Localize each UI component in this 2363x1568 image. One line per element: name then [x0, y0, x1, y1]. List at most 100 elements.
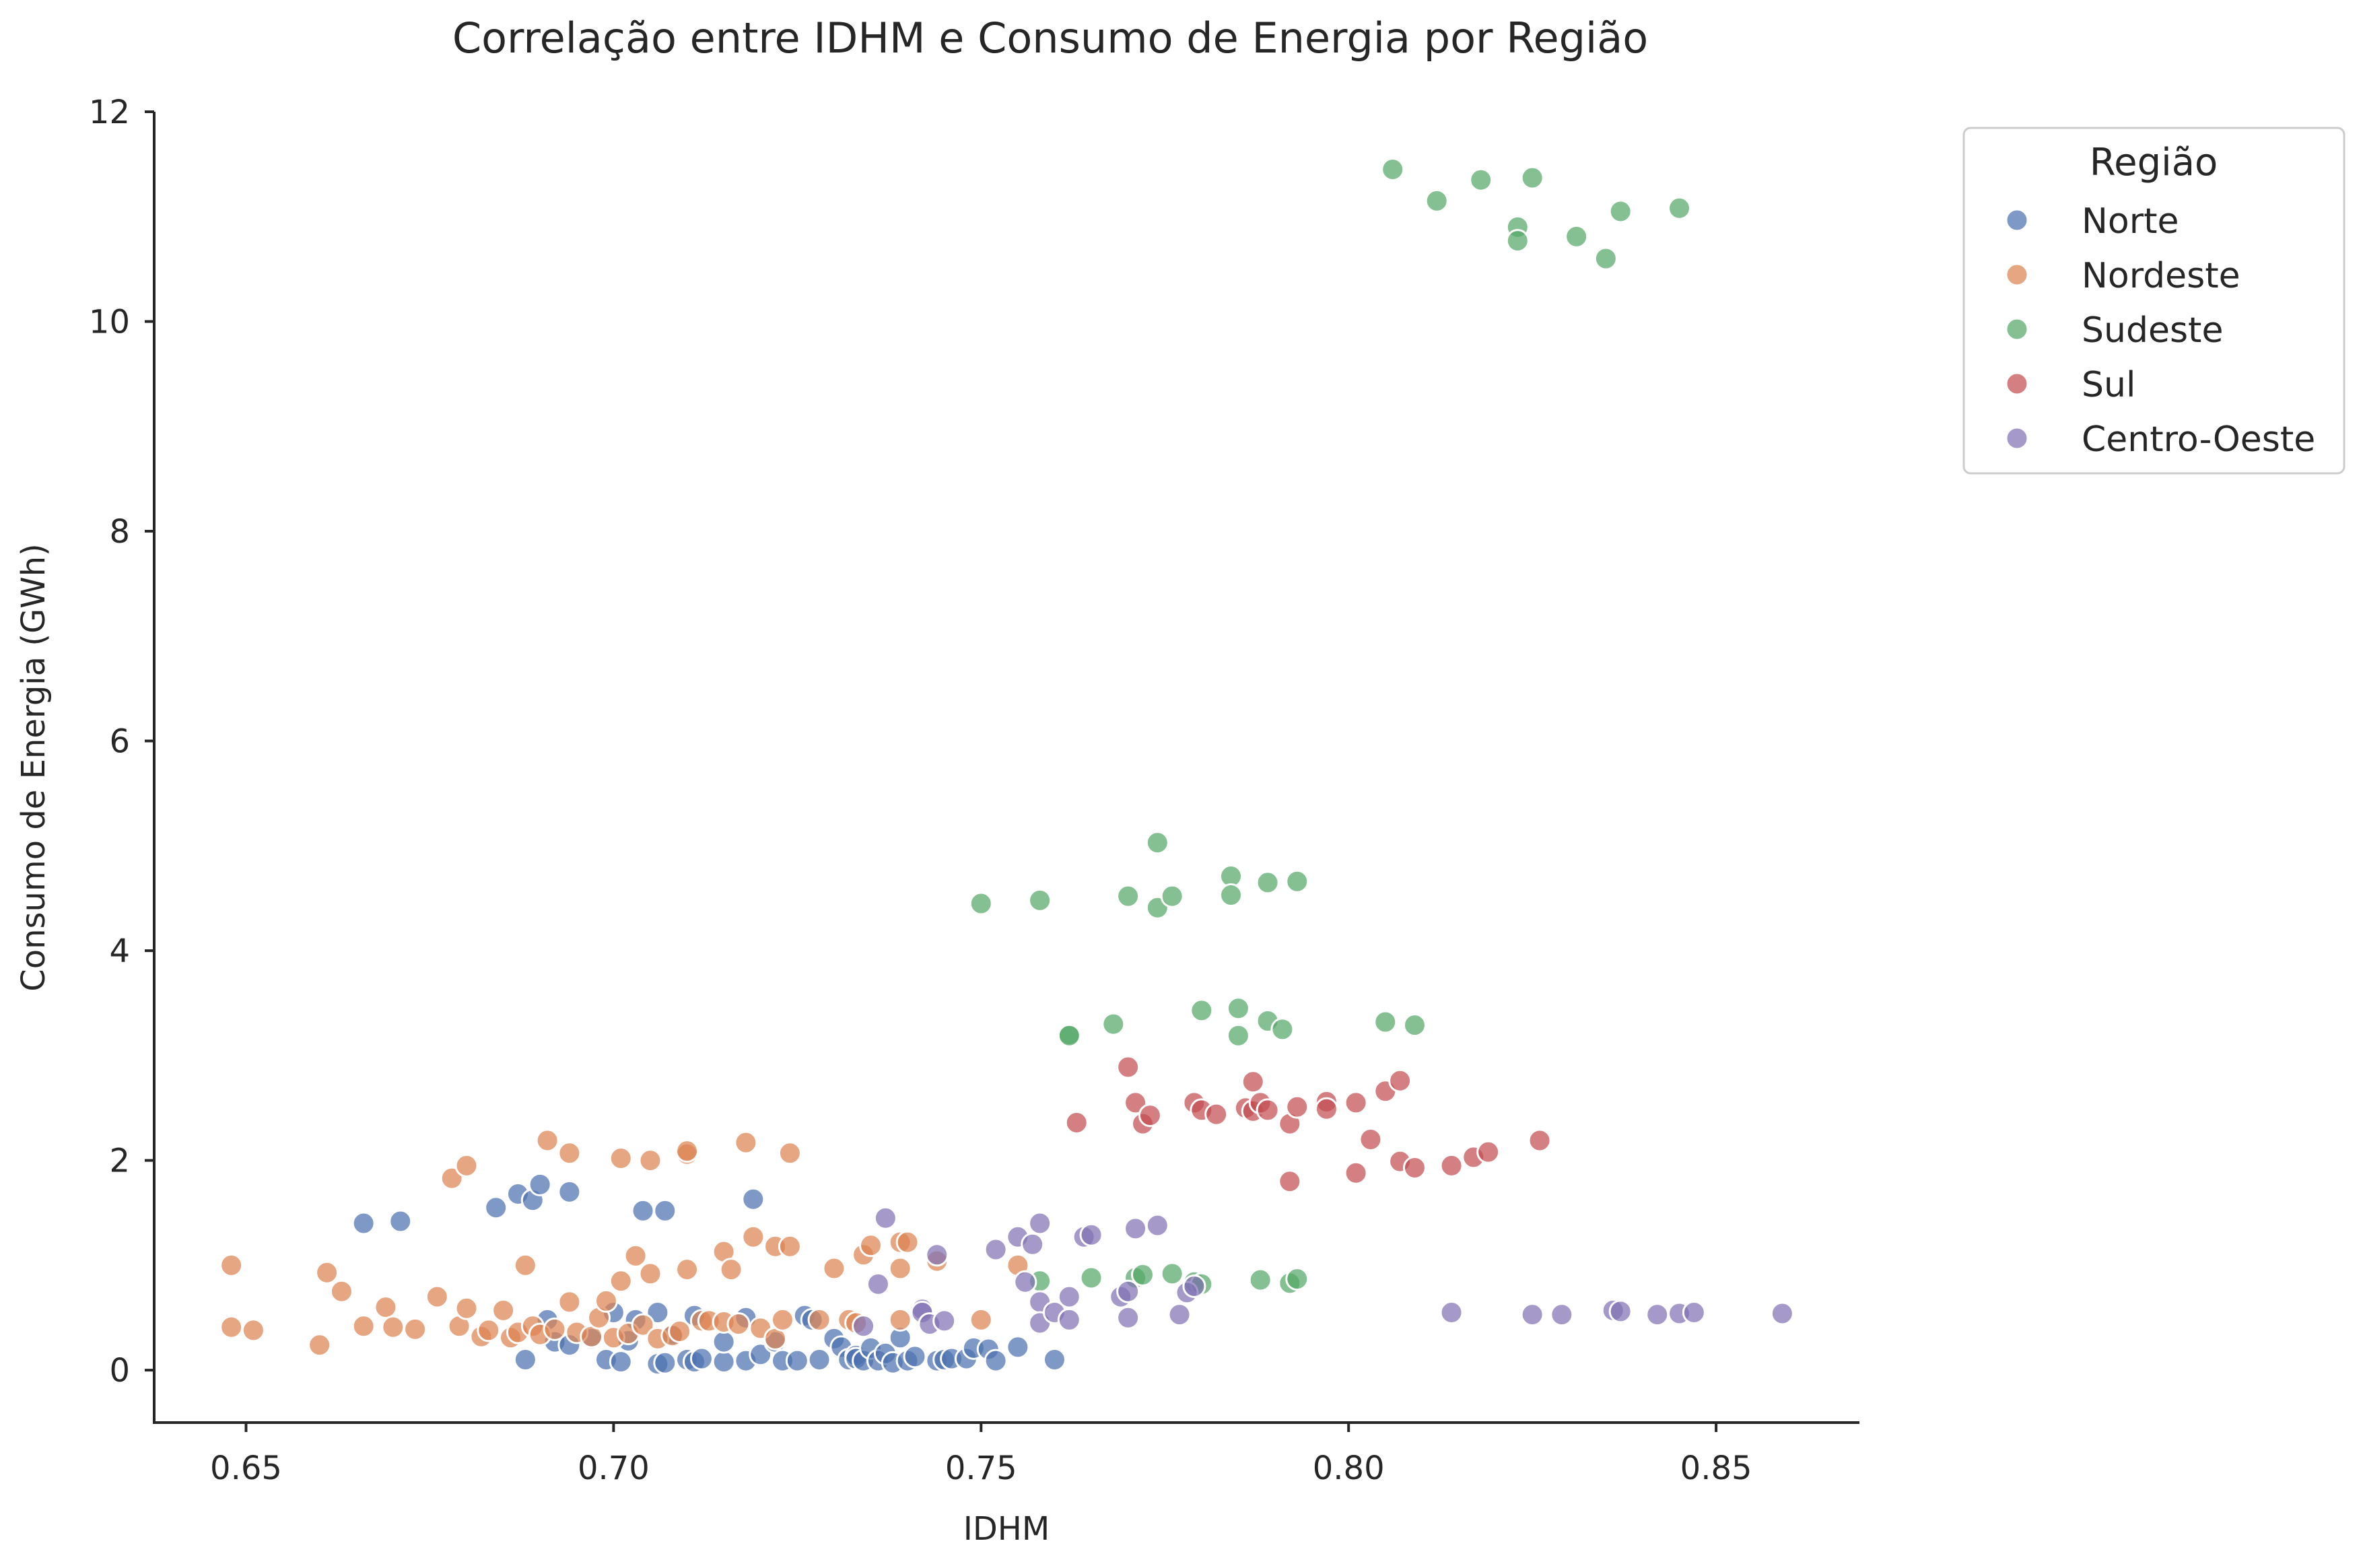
data-point [557, 1141, 582, 1165]
legend-entry-label: Sul [2082, 365, 2135, 405]
y-axis-ticks: 0 2 4 6 8 10 12 [89, 94, 154, 1390]
data-point [557, 1180, 582, 1204]
legend-frame [1962, 127, 2345, 475]
data-point [734, 1130, 758, 1155]
data-point [807, 1307, 831, 1332]
x-tick-label: 0.85 [1680, 1450, 1752, 1487]
data-point [1145, 1213, 1169, 1237]
data-point [543, 1317, 567, 1341]
data-point [1550, 1303, 1574, 1327]
data-point [1645, 1303, 1670, 1327]
x-axis-label: IDHM [963, 1510, 1050, 1548]
data-point [631, 1313, 655, 1337]
x-tick-label: 0.75 [945, 1450, 1017, 1487]
data-point [219, 1253, 244, 1277]
data-point [1226, 1023, 1250, 1048]
data-point [1285, 1095, 1309, 1119]
data-point [1285, 869, 1309, 893]
data-point [1028, 1211, 1052, 1235]
data-point [719, 1258, 743, 1282]
legend-marker [2005, 426, 2029, 450]
data-point [653, 1351, 677, 1375]
legend-items: Norte Nordeste Sudeste Sul Centro-Oeste [2005, 201, 2315, 460]
data-point [888, 1307, 912, 1332]
data-point [888, 1256, 912, 1281]
legend-marker [2005, 208, 2029, 232]
data-point [609, 1269, 633, 1293]
series-sul [1064, 1055, 1552, 1194]
data-point [374, 1295, 398, 1320]
data-point [631, 1198, 655, 1223]
y-tick-label: 12 [89, 94, 130, 131]
data-point [1439, 1300, 1464, 1324]
data-point [1344, 1161, 1368, 1185]
x-tick-label: 0.65 [210, 1450, 282, 1487]
data-point [557, 1290, 582, 1314]
data-point [1314, 1097, 1338, 1121]
data-point [1116, 884, 1140, 908]
data-point [668, 1319, 692, 1343]
x-tick-label: 0.70 [578, 1450, 650, 1487]
data-point [454, 1296, 479, 1320]
data-point [852, 1314, 876, 1338]
data-point [329, 1279, 353, 1303]
data-point [1028, 888, 1052, 912]
y-axis-label: Consumo de Energia (GWh) [15, 543, 53, 992]
data-point [241, 1318, 265, 1342]
y-tick-label: 8 [109, 513, 130, 551]
data-point [1167, 1303, 1192, 1327]
legend-marker [2005, 317, 2029, 341]
data-point [609, 1146, 633, 1170]
data-point [741, 1187, 765, 1211]
data-point [1469, 168, 1493, 192]
data-point [388, 1209, 413, 1233]
data-point [1425, 189, 1449, 213]
data-point [1006, 1335, 1030, 1359]
data-point [1042, 1348, 1066, 1372]
data-point [1057, 1023, 1081, 1048]
y-tick-label: 4 [109, 932, 130, 970]
data-point [1079, 1266, 1103, 1290]
data-point [712, 1350, 736, 1374]
legend-entry-label: Norte [2082, 201, 2179, 242]
plot-area [219, 158, 1794, 1376]
data-point [859, 1233, 883, 1258]
data-point [1248, 1268, 1272, 1292]
data-point [969, 1307, 993, 1332]
data-point [1116, 1279, 1140, 1303]
legend: Região Norte Nordeste Sudeste Sul Centro-Oes… [1962, 127, 2345, 475]
legend-entry-label: Sudeste [2082, 310, 2223, 351]
legend-entry-label: Centro-Oeste [2082, 419, 2315, 460]
data-point [638, 1262, 662, 1286]
data-point [1381, 158, 1405, 182]
legend-marker [2005, 263, 2029, 287]
data-point [1241, 1070, 1265, 1094]
data-point [454, 1153, 479, 1178]
data-point [675, 1258, 699, 1282]
data-point [1608, 1299, 1633, 1324]
data-point [315, 1260, 339, 1285]
data-point [903, 1344, 927, 1369]
data-point [895, 1230, 920, 1254]
data-point [1344, 1091, 1368, 1115]
data-point [425, 1285, 449, 1309]
data-point [984, 1237, 1008, 1262]
data-point [1565, 224, 1589, 248]
series-centro-oeste [852, 1206, 1794, 1338]
data-point [778, 1234, 802, 1258]
data-point [1101, 1012, 1126, 1036]
data-point [1528, 1128, 1552, 1153]
legend-title: Região [2090, 141, 2218, 184]
data-point [925, 1243, 949, 1267]
chart-title: Correlação entre IDHM e Consumo de Energ… [452, 13, 1648, 63]
data-point [1476, 1140, 1501, 1164]
data-point [381, 1315, 405, 1339]
data-point [1079, 1223, 1103, 1247]
data-point [477, 1318, 501, 1342]
x-axis-ticks: 0.65 0.70 0.75 0.80 0.85 [210, 1423, 1752, 1487]
data-point [1256, 1098, 1280, 1122]
data-point [1160, 884, 1184, 908]
data-point [623, 1243, 648, 1268]
data-point [528, 1172, 552, 1196]
